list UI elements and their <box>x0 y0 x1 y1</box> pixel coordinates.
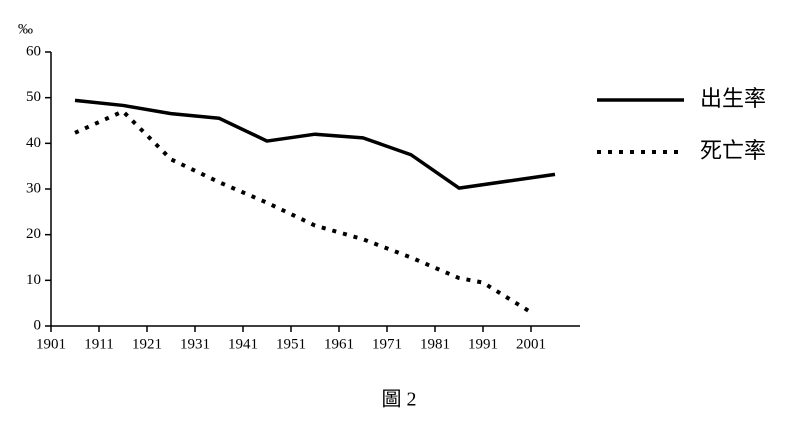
x-tick-label: 1961 <box>324 336 354 352</box>
x-tick-label: 1951 <box>276 336 306 352</box>
x-tick-label: 1931 <box>180 336 210 352</box>
x-tick-label: 1921 <box>132 336 162 352</box>
series-line <box>74 109 533 315</box>
x-tick-label: 2001 <box>516 336 546 352</box>
y-tick-label: 50 <box>26 89 41 105</box>
x-tick-label: 1971 <box>372 336 402 352</box>
x-tick-label: 1901 <box>36 336 66 352</box>
x-tick-label: 1991 <box>468 336 498 352</box>
x-tick-label: 1941 <box>228 336 258 352</box>
legend-label: 出生率 <box>700 87 766 112</box>
y-tick-label: 0 <box>34 317 42 333</box>
y-tick-label: 10 <box>26 272 41 288</box>
legend-label: 死亡率 <box>700 139 766 164</box>
x-tick-label: 1911 <box>84 336 113 352</box>
series-line <box>74 98 556 190</box>
y-tick-label: 30 <box>26 180 41 196</box>
y-tick-label: 20 <box>26 226 41 242</box>
y-unit: ‰ <box>18 21 33 37</box>
y-tick-label: 40 <box>26 135 41 151</box>
caption: 圖 2 <box>382 389 417 411</box>
y-tick-label: 60 <box>26 43 41 59</box>
x-tick-label: 1981 <box>420 336 450 352</box>
